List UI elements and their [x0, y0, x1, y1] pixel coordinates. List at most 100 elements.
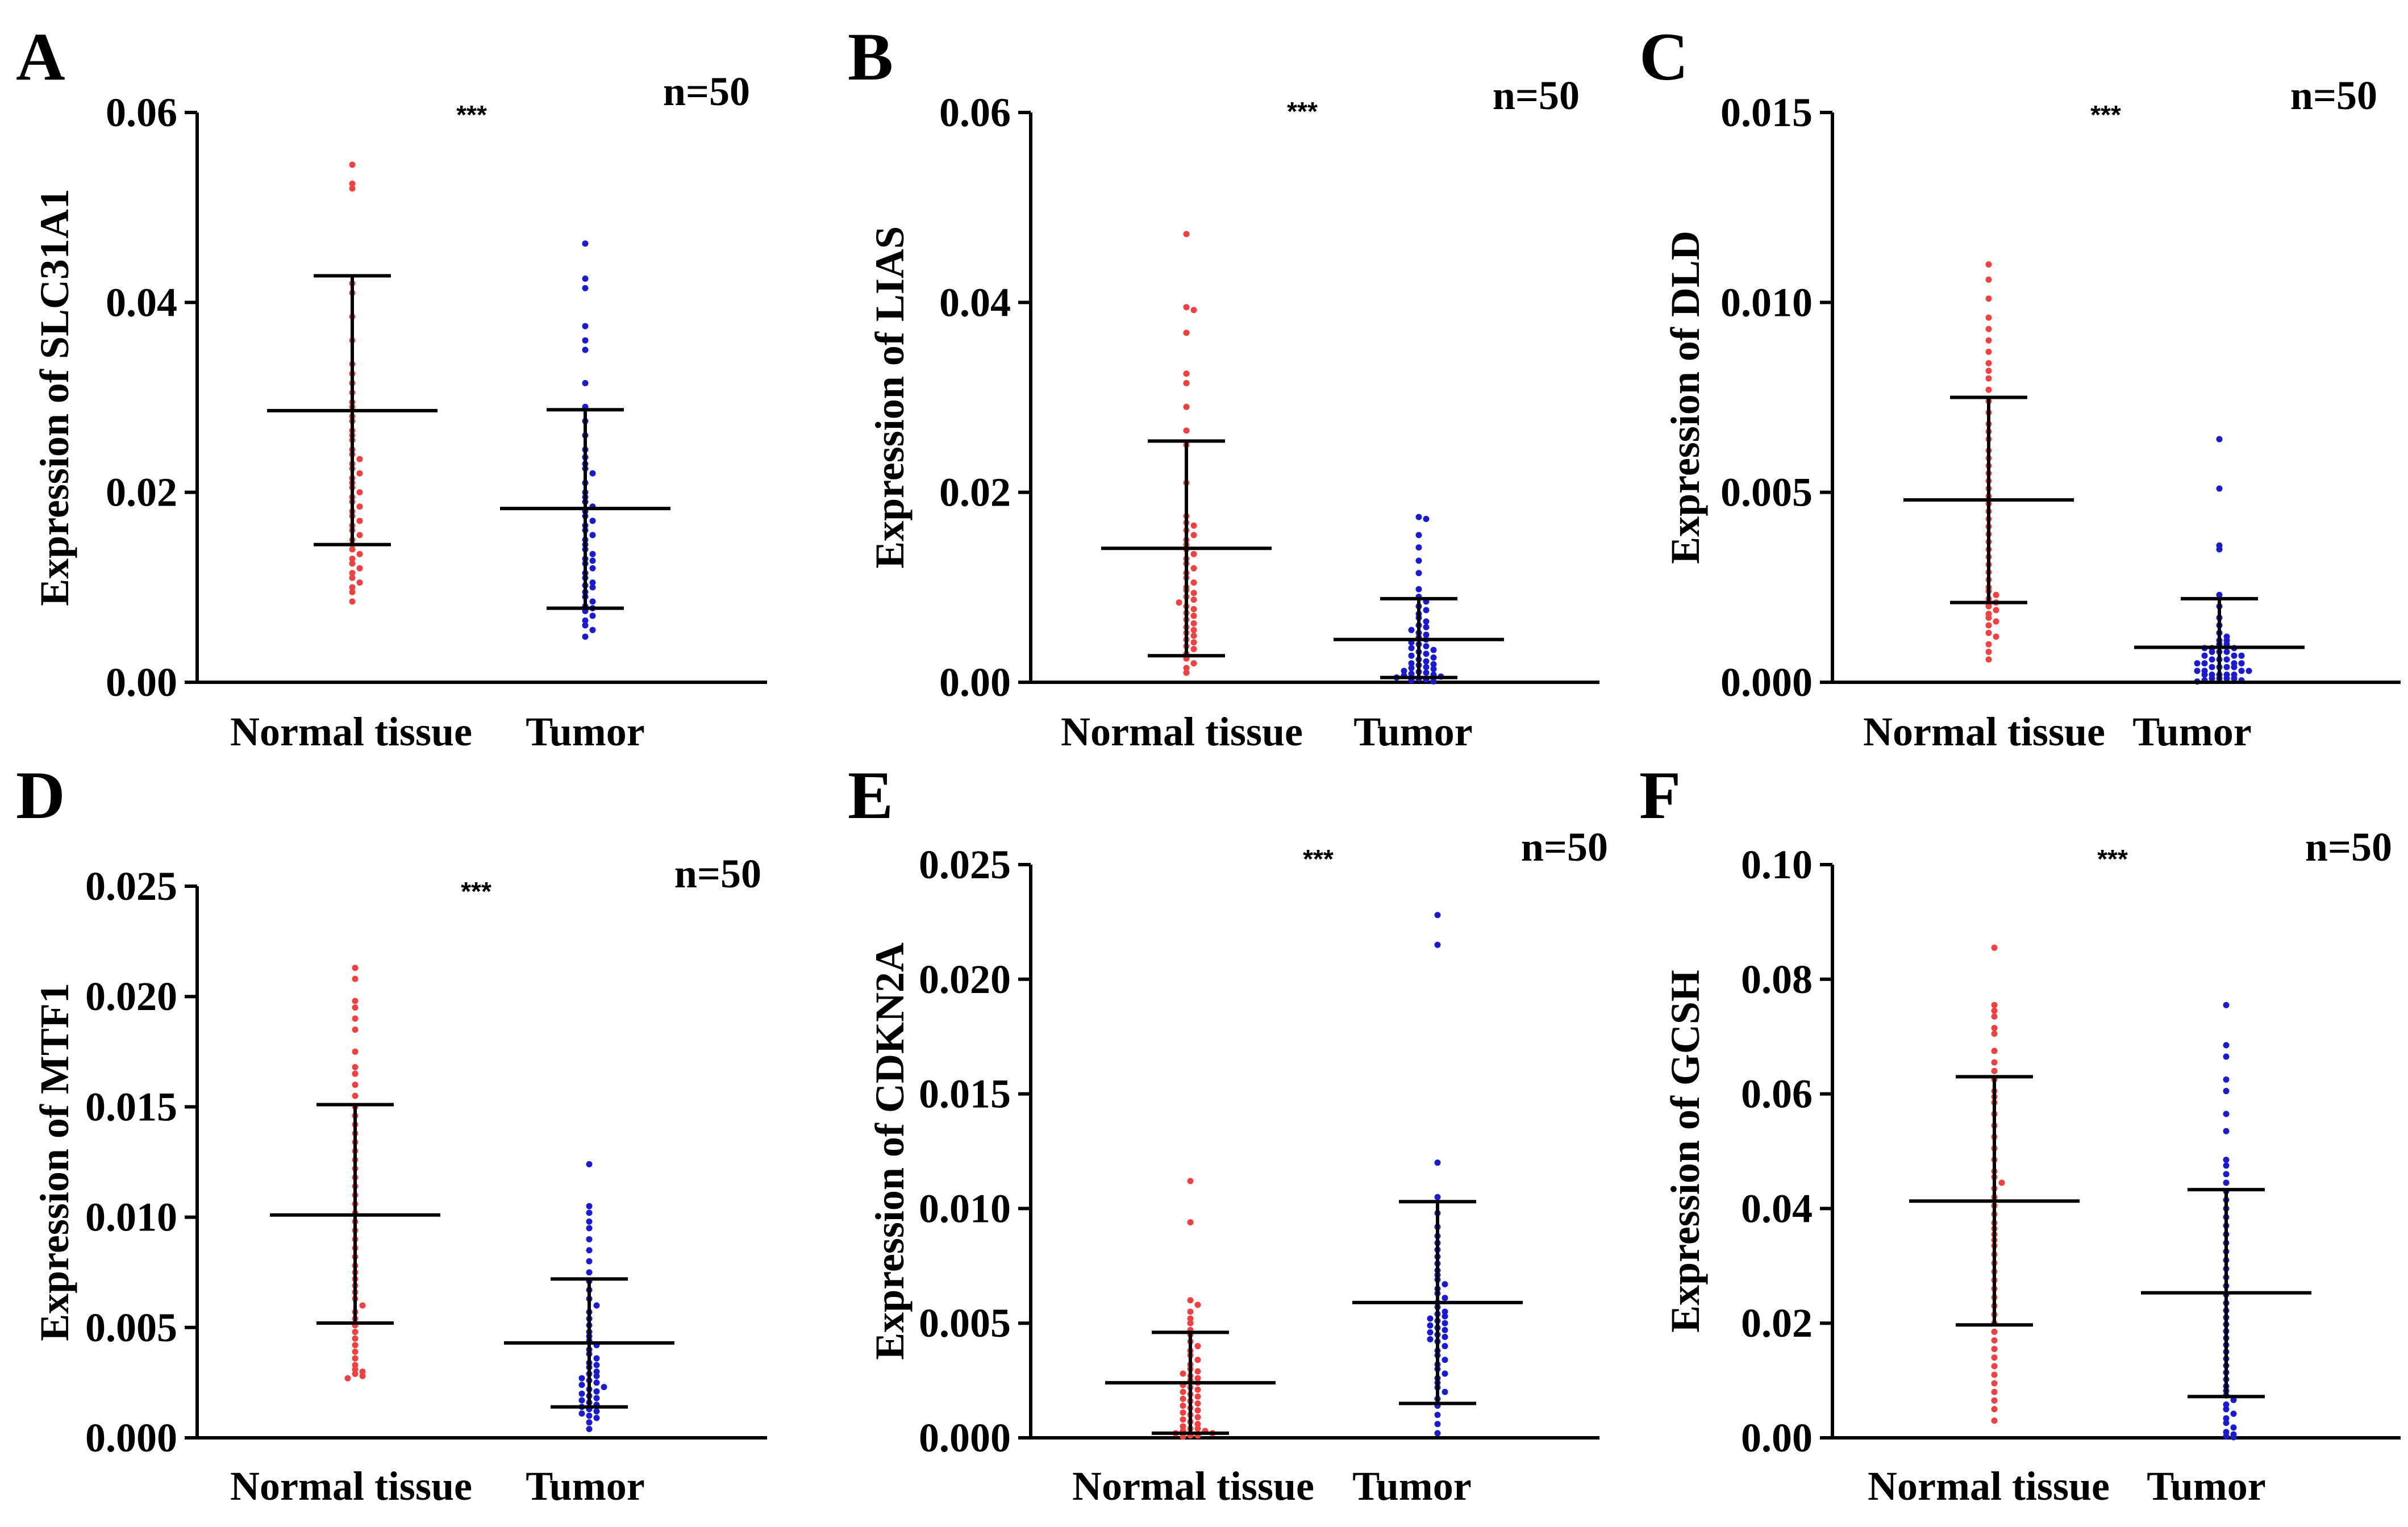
tumor-point: [2216, 485, 2223, 492]
tumor-point: [2223, 1088, 2230, 1095]
tumor-point: [586, 1209, 593, 1216]
tumor-point: [589, 612, 596, 619]
tumor-point: [2201, 671, 2208, 678]
tumor-point: [1442, 1308, 1448, 1315]
y-tick-label: 0.015: [1720, 90, 1813, 135]
tumor-point: [589, 579, 596, 586]
x-category-label: Tumor: [2132, 709, 2251, 754]
tumor-point: [593, 1379, 600, 1386]
normal-tissue-point: [1183, 304, 1190, 311]
normal-tissue-point: [1194, 1343, 1201, 1350]
normal-tissue-point: [352, 1335, 359, 1342]
tumor-point: [2216, 546, 2223, 553]
tumor-point: [2245, 667, 2252, 674]
normal-tissue-point: [349, 546, 356, 553]
normal-tissue-point: [352, 1004, 359, 1011]
y-axis-title: Expression of DLD: [1663, 231, 1708, 564]
normal-tissue-point: [1991, 1354, 1998, 1361]
normal-tissue-point: [356, 550, 363, 557]
normal-tissue-point: [1190, 565, 1197, 571]
tumor-point: [2209, 649, 2215, 656]
tumor-point: [582, 633, 589, 640]
normal-tissue-point: [1190, 612, 1197, 619]
tumor-point: [1427, 1315, 1434, 1322]
y-tick-label: 0.000: [919, 1415, 1011, 1461]
normal-tissue-point: [352, 1070, 359, 1077]
normal-tissue-point: [352, 1048, 359, 1055]
tumor-point: [1415, 557, 1422, 564]
normal-tissue-point: [1991, 1025, 1998, 1032]
tumor-point: [1415, 586, 1422, 593]
tumor-point: [1430, 646, 1437, 653]
tumor-point: [589, 557, 596, 564]
sample-size-label: n=50: [1493, 73, 1580, 118]
tumor-point: [1434, 1421, 1441, 1428]
normal-tissue-point: [352, 965, 359, 971]
normal-tissue-point: [1194, 1400, 1201, 1407]
tumor-point: [2238, 652, 2245, 659]
normal-tissue-point: [1190, 660, 1197, 667]
tumor-point: [589, 584, 596, 591]
tumor-point: [601, 1384, 607, 1391]
chart-panel-b: B 0.00 0.02 0.04 0.06 Expression of LIAS Norma…: [848, 19, 1599, 754]
x-category-label: Normal tissue: [1863, 709, 2105, 754]
normal-tissue-point: [349, 560, 356, 567]
tumor-point: [2230, 1396, 2237, 1403]
tumor-point: [1427, 1336, 1434, 1342]
x-category-label: Normal tissue: [230, 709, 472, 754]
tumor-point: [586, 1218, 593, 1225]
tumor-point: [582, 379, 589, 386]
tumor-point: [1434, 1159, 1441, 1166]
y-tick-label: 0.005: [1720, 470, 1813, 515]
normal-tissue-point: [1180, 1433, 1186, 1440]
tumor-point: [1427, 1329, 1434, 1336]
tumor-point: [2209, 656, 2215, 663]
normal-tissue-point: [1194, 1357, 1201, 1363]
tumor-point: [582, 276, 589, 282]
normal-tissue-point: [1985, 326, 1992, 332]
normal-tissue-point: [1985, 375, 1992, 382]
normal-tissue-point: [1194, 1368, 1201, 1375]
normal-tissue-point: [352, 1092, 359, 1099]
normal-tissue-point: [356, 565, 363, 571]
tumor-point: [2223, 1415, 2230, 1422]
y-tick-label: 0.005: [919, 1300, 1011, 1346]
tumor-point: [1423, 607, 1430, 614]
normal-tissue-point: [1180, 1416, 1186, 1423]
x-category-label: Normal tissue: [230, 1463, 472, 1509]
panel-letter: A: [16, 19, 65, 94]
normal-tissue-point: [1991, 1397, 1998, 1404]
y-axis-title: Expression of CDKN2A: [867, 942, 913, 1360]
normal-tissue-point: [1985, 314, 1992, 321]
tumor-point: [2223, 1157, 2230, 1163]
normal-tissue-point: [1190, 522, 1197, 529]
tumor-point: [2231, 664, 2238, 670]
sample-size-label: n=50: [1521, 824, 1608, 870]
normal-tissue-point: [1991, 1406, 1998, 1413]
tumor-point: [586, 1203, 593, 1209]
normal-tissue-point: [1993, 591, 1999, 598]
normal-tissue-point: [1190, 596, 1197, 603]
y-tick-label: 0.010: [919, 1186, 1011, 1231]
tumor-point: [1423, 650, 1430, 657]
y-tick-label: 0.025: [919, 842, 1011, 887]
tumor-point: [1434, 1430, 1441, 1437]
normal-tissue-point: [1194, 1407, 1201, 1414]
tumor-point: [2201, 652, 2208, 659]
tumor-point: [1408, 665, 1415, 671]
y-axis-title: Expression of GCSH: [1663, 970, 1708, 1333]
tumor-point: [1442, 1388, 1448, 1395]
normal-tissue-point: [1985, 614, 1992, 621]
tumor-point: [1408, 660, 1415, 667]
tumor-point: [1442, 1357, 1448, 1363]
normal-tissue-point: [349, 570, 356, 577]
normal-tissue-point: [1194, 1393, 1201, 1400]
tumor-point: [2238, 667, 2245, 674]
normal-tissue-point: [352, 1355, 359, 1362]
y-tick-label: 0.00: [1741, 1415, 1813, 1461]
normal-tissue-point: [1180, 1402, 1186, 1409]
tumor-point: [1442, 1281, 1448, 1288]
tumor-point: [1408, 670, 1415, 677]
sample-size-label: n=50: [663, 69, 750, 114]
y-tick-label: 0.06: [939, 90, 1011, 135]
